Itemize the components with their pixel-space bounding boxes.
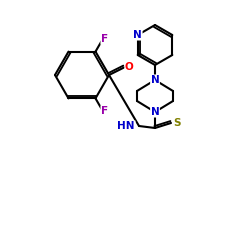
Text: HN: HN	[118, 121, 135, 131]
Text: N: N	[150, 107, 160, 117]
Text: F: F	[101, 34, 108, 44]
Text: S: S	[173, 118, 181, 128]
Text: F: F	[101, 106, 108, 116]
Text: N: N	[150, 75, 160, 85]
Text: N: N	[133, 30, 142, 40]
Text: O: O	[125, 62, 134, 72]
